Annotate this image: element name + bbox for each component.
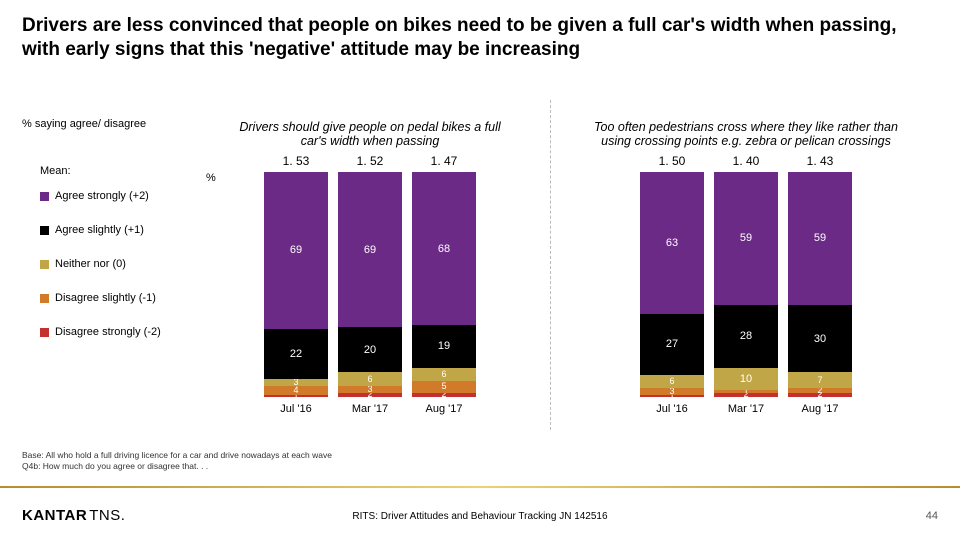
bar-segment-agree-slightly: 22 [264,329,328,379]
logo-tns: TNS. [89,507,125,524]
legend-item: Agree strongly (+2) [40,190,161,202]
base-note: Base: All who hold a full driving licenc… [22,450,332,471]
legend: Agree strongly (+2) Agree slightly (+1) … [40,190,161,360]
mean-label: Mean: [40,165,71,177]
question-right: Too often pedestrians cross where they l… [581,100,911,148]
kantar-tns-logo: KANTARTNS. [22,507,125,524]
bar-segment-disagree-strongly: 1 [264,395,328,397]
wave-label: Aug '17 [412,403,476,415]
bar-segment-disagree-strongly: 1 [640,395,704,397]
mean-value: 1. 52 [333,154,407,168]
mean-value: 1. 53 [259,154,333,168]
mean-value: 1. 40 [709,154,783,168]
bar-segment-neither: 6 [338,372,402,386]
page-number: 44 [926,510,938,522]
mean-value: 1. 50 [635,154,709,168]
wave-label: Mar '17 [714,403,778,415]
slide: Drivers are less convinced that people o… [0,0,960,540]
bar-segment-disagree-strongly: 2 [714,393,778,398]
measure-note: % saying agree/ disagree [22,118,146,130]
bar-segment-agree-strongly: 59 [788,172,852,305]
bar-segment-neither: 6 [412,368,476,382]
legend-label: Neither nor (0) [55,258,126,270]
bar-segment-agree-slightly: 19 [412,325,476,368]
stacked-bar: 6920632 [338,172,402,397]
xlabels-right: Jul '16 Mar '17 Aug '17 [581,403,911,415]
wave-label: Mar '17 [338,403,402,415]
wave-label: Jul '16 [264,403,328,415]
bar-segment-disagree-slightly: 3 [640,388,704,395]
legend-item: Neither nor (0) [40,258,161,270]
bar-segment-disagree-slightly: 3 [338,386,402,393]
legend-item: Disagree strongly (-2) [40,326,161,338]
legend-item: Disagree slightly (-1) [40,292,161,304]
divider-rule [0,486,960,488]
chart-right: Too often pedestrians cross where they l… [581,100,911,420]
legend-swatch-agree-slightly [40,226,49,235]
bar-segment-neither: 7 [788,372,852,388]
bar-segment-neither: 10 [714,368,778,391]
page-title: Drivers are less convinced that people o… [22,14,938,62]
bar-segment-agree-strongly: 69 [264,172,328,329]
base-line1: Base: All who hold a full driving licenc… [22,450,332,461]
bar-segment-agree-strongly: 69 [338,172,402,327]
wave-label: Jul '16 [640,403,704,415]
chart-divider [550,100,551,430]
stacked-bar: 59281012 [714,172,778,397]
bar-segment-agree-strongly: 59 [714,172,778,305]
bar-segment-agree-slightly: 27 [640,314,704,375]
source-line: RITS: Driver Attitudes and Behaviour Tra… [352,511,607,522]
legend-swatch-neither [40,260,49,269]
percent-axis-icon: % [206,172,216,184]
legend-label: Disagree strongly (-2) [55,326,161,338]
means-right: 1. 50 1. 40 1. 43 [581,154,911,168]
chart-left: Drivers should give people on pedal bike… [220,100,520,420]
bars-right: 6327631592810125930722 [581,172,911,397]
bar-segment-agree-slightly: 28 [714,305,778,368]
bars-left: 692234169206326819652 [220,172,520,397]
legend-swatch-disagree-slightly [40,294,49,303]
xlabels-left: Jul '16 Mar '17 Aug '17 [220,403,520,415]
bar-segment-disagree-slightly: 4 [264,386,328,395]
bar-segment-disagree-strongly: 2 [338,393,402,398]
bar-segment-disagree-strongly: 2 [412,393,476,398]
bar-segment-agree-slightly: 20 [338,327,402,372]
base-line2: Q4b: How much do you agree or disagree t… [22,461,332,472]
legend-label: Agree slightly (+1) [55,224,144,236]
mean-value: 1. 43 [783,154,857,168]
bar-segment-agree-strongly: 63 [640,172,704,314]
question-left: Drivers should give people on pedal bike… [220,100,520,148]
legend-item: Agree slightly (+1) [40,224,161,236]
bar-segment-agree-slightly: 30 [788,305,852,373]
stacked-bar: 5930722 [788,172,852,397]
stacked-bar: 6819652 [412,172,476,397]
legend-label: Agree strongly (+2) [55,190,149,202]
logo-kantar: KANTAR [22,507,87,524]
legend-label: Disagree slightly (-1) [55,292,156,304]
legend-swatch-agree-strongly [40,192,49,201]
stacked-bar: 6922341 [264,172,328,397]
bar-segment-agree-strongly: 68 [412,172,476,325]
means-left: 1. 53 1. 52 1. 47 [220,154,520,168]
bar-segment-disagree-slightly: 5 [412,381,476,392]
legend-swatch-disagree-strongly [40,328,49,337]
stacked-bar: 6327631 [640,172,704,397]
mean-value: 1. 47 [407,154,481,168]
wave-label: Aug '17 [788,403,852,415]
bar-segment-neither: 6 [640,375,704,389]
bar-segment-neither: 3 [264,379,328,386]
charts-area: Drivers should give people on pedal bike… [220,100,938,420]
bar-segment-disagree-strongly: 2 [788,393,852,398]
